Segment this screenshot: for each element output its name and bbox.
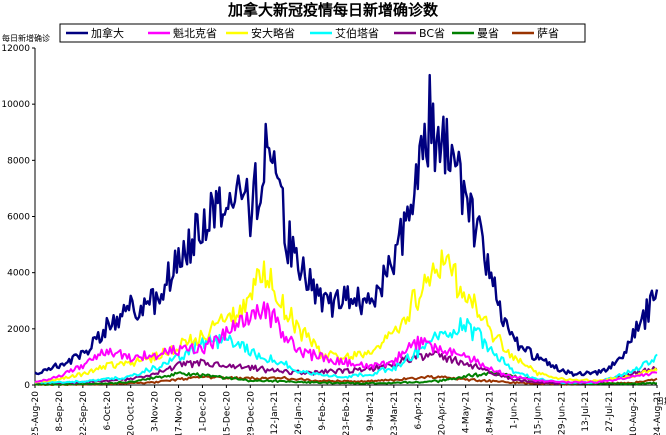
legend-label-2: 魁北克省 (173, 26, 217, 40)
legend-label-1: 加拿大 (91, 26, 124, 40)
x-tick-label: 12-Jan-21 (270, 391, 280, 435)
y-tick-label: 0 (24, 381, 30, 391)
x-tick-label: 3-Nov-20 (151, 391, 161, 432)
x-tick-label: 9-Feb-21 (318, 391, 328, 431)
legend-label-5: BC省 (419, 27, 445, 40)
legend: 加拿大 魁北克省 安大略省 艾伯塔省 BC省 曼省 萨省 (59, 23, 586, 43)
x-tick-label: 1-Dec-20 (198, 391, 208, 432)
x-tick-label: 9-Mar-21 (366, 391, 376, 431)
x-tick-label: 29-Jun-21 (557, 391, 567, 435)
y-tick-label: 2000 (7, 325, 30, 335)
chart-title: 加拿大新冠疫情每日新增确诊数 (227, 1, 439, 19)
series-line-3 (34, 249, 658, 384)
x-tick-label: 4-May-21 (462, 391, 472, 433)
x-tick-label: 24-Aug-21 (653, 391, 663, 435)
series-line-2 (34, 301, 658, 384)
plot-area: 0 2000 4000 6000 8000 10000 12000 25-Aug-20 8-Se… (1, 44, 663, 435)
x-tick-label: 8-Sep-20 (55, 391, 65, 432)
series-line-4 (34, 317, 658, 385)
y-tick-label: 12000 (1, 44, 30, 54)
x-tick-label: 20-Apr-21 (438, 391, 448, 435)
legend-label-6: 曼省 (477, 27, 499, 40)
series-line-5 (34, 350, 658, 385)
x-axis-label: 日期 (656, 397, 666, 406)
x-tick-label: 6-Oct-20 (103, 391, 113, 431)
x-tick-label: 6-Apr-21 (414, 391, 424, 429)
x-tick-label: 15-Jun-21 (533, 391, 543, 435)
y-tick-label: 10000 (1, 100, 30, 110)
series-line-1 (34, 73, 659, 377)
x-tick-label: 15-Dec-20 (222, 391, 232, 435)
x-tick-label: 18-May-21 (486, 391, 496, 435)
x-tick-label: 29-Dec-20 (246, 391, 256, 435)
x-tick-label: 10-Aug-21 (629, 391, 639, 435)
x-tick-label: 23-Mar-21 (390, 391, 400, 435)
legend-label-4: 艾伯塔省 (335, 26, 379, 40)
y-axis-label: 每日新增确诊 (2, 33, 50, 43)
x-tick-label: 20-Oct-20 (127, 391, 137, 435)
x-tick-label: 22-Sep-20 (79, 391, 89, 435)
x-tick-label: 23-Feb-21 (342, 391, 352, 435)
x-tick-label: 25-Aug-20 (31, 391, 41, 435)
x-tick-label: 26-Jan-21 (294, 391, 304, 435)
legend-label-7: 萨省 (537, 27, 559, 40)
y-tick-label: 8000 (7, 156, 30, 166)
y-tick-label: 6000 (7, 213, 30, 223)
legend-label-3: 安大略省 (251, 26, 295, 40)
y-tick-label: 4000 (7, 269, 30, 279)
x-tick-label: 27-Jul-21 (605, 391, 615, 432)
x-tick-label: 1-Jun-21 (509, 391, 519, 429)
x-tick-label: 13-Jul-21 (581, 391, 591, 432)
x-tick-label: 17-Nov-20 (175, 391, 185, 435)
